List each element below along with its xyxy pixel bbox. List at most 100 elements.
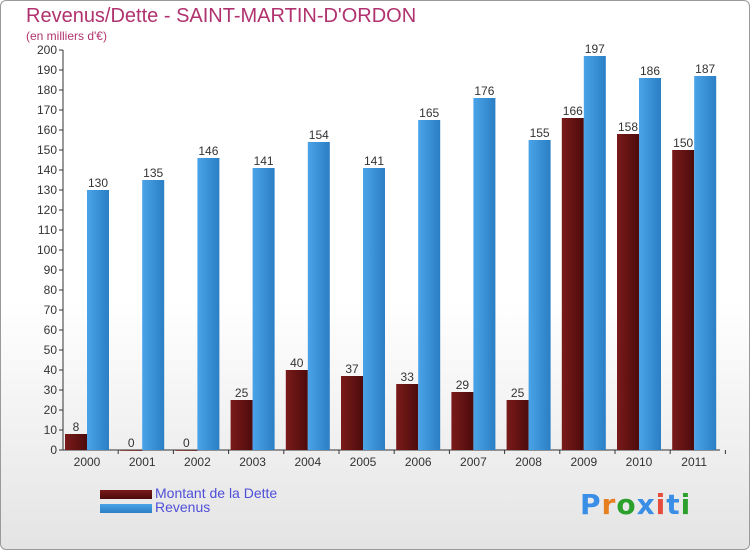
bar-revenus-2008: [528, 140, 551, 450]
logo-letter: r: [601, 488, 617, 521]
value-label-dette: 158: [618, 120, 638, 134]
legend-swatch-dette: [100, 490, 152, 499]
value-label-revenus: 176: [474, 84, 494, 98]
value-label-dette: 0: [128, 436, 135, 450]
logo-letter: t: [666, 488, 681, 521]
legend-label-dette: Montant de la Dette: [155, 485, 278, 501]
value-label-dette: 33: [401, 370, 415, 384]
value-label-revenus: 186: [640, 64, 660, 78]
y-tick-label: 20: [44, 403, 58, 417]
value-label-dette: 25: [235, 386, 249, 400]
value-label-revenus: 146: [198, 144, 218, 158]
x-axis: 2000 2001 2002 2003 2004 2005 2006 2007 2008 2009…: [63, 449, 726, 469]
value-label-revenus: 130: [88, 176, 108, 190]
value-label-revenus: 154: [309, 128, 329, 142]
value-label-revenus: 135: [143, 166, 163, 180]
y-tick-label: 60: [44, 323, 58, 337]
x-tick-label: 2007: [460, 455, 487, 469]
y-tick-label: 80: [44, 283, 58, 297]
logo-letter: i: [655, 488, 667, 521]
logo-letter: x: [636, 488, 656, 521]
logo-letter: o: [616, 488, 637, 521]
y-tick-label: 180: [37, 83, 57, 97]
bar-revenus-2011: [694, 76, 717, 450]
value-labels: 8 130 0 135 0 146 25 141 40 154 37 141 33 165 29 176 25 1…: [73, 42, 716, 450]
value-label-dette: 150: [673, 136, 693, 150]
bar-revenus-2002: [197, 158, 220, 450]
chart-subtitle: (en milliers d'€): [26, 29, 107, 43]
legend-swatch-revenus: [100, 504, 152, 513]
bar-dette-2003: [230, 400, 253, 450]
bar-dette-2000: [65, 434, 87, 450]
y-tick-label: 50: [44, 343, 58, 357]
bar-revenus-2001: [142, 180, 165, 450]
x-tick-label: 2008: [515, 455, 542, 469]
bar-dette-2005: [341, 376, 363, 450]
bar-revenus-2004: [307, 142, 330, 450]
x-tick-label: 2000: [74, 455, 101, 469]
y-tick-label: 90: [44, 263, 58, 277]
logo-letter: i: [680, 488, 692, 521]
y-tick-label: 160: [37, 123, 57, 137]
y-tick-label: 30: [44, 383, 58, 397]
proxiti-logo: Proxiti: [580, 488, 691, 521]
x-tick-label: 2002: [184, 455, 211, 469]
bar-revenus-2003: [252, 168, 275, 450]
value-label-dette: 40: [290, 356, 304, 370]
value-label-revenus: 141: [254, 154, 274, 168]
y-tick-label: 100: [37, 243, 57, 257]
x-tick-label: 2010: [626, 455, 653, 469]
bar-revenus-2007: [473, 98, 496, 450]
y-axis: 0 10 20 30 40 50 60 70 80 90 100 110 120 130 140 150 160…: [37, 43, 64, 457]
value-label-dette: 8: [73, 420, 80, 434]
y-tick-label: 40: [44, 363, 58, 377]
bar-dette-2007: [451, 392, 474, 450]
x-tick-label: 2003: [239, 455, 266, 469]
value-label-revenus: 187: [695, 62, 715, 76]
x-tick-label: 2001: [129, 455, 156, 469]
y-tick-label: 110: [38, 223, 57, 237]
x-tick-label: 2004: [294, 455, 321, 469]
bar-dette-2002: [175, 450, 198, 451]
value-label-dette: 0: [183, 436, 190, 450]
bar-dette-2010: [617, 134, 639, 450]
y-tick-label: 70: [44, 303, 58, 317]
value-label-dette: 37: [345, 362, 359, 376]
y-tick-label: 170: [37, 103, 57, 117]
bar-revenus-2010: [639, 78, 661, 450]
value-label-revenus: 141: [364, 154, 384, 168]
value-label-dette: 166: [563, 104, 583, 118]
y-tick-label: 140: [37, 163, 57, 177]
bar-revenus-2006: [418, 120, 441, 450]
bar-revenus-2005: [363, 168, 385, 450]
value-label-revenus: 165: [419, 106, 439, 120]
legend-label-revenus: Revenus: [155, 499, 211, 515]
value-label-revenus: 197: [585, 42, 605, 56]
value-label-dette: 25: [511, 386, 525, 400]
y-tick-label: 190: [37, 63, 57, 77]
chart-title: Revenus/Dette - SAINT-MARTIN-D'ORDON: [26, 5, 417, 27]
bar-revenus-2000: [87, 190, 109, 450]
bar-dette-2008: [506, 400, 529, 450]
bar-dette-2004: [285, 370, 308, 450]
bar-revenus-2009: [583, 56, 606, 450]
y-tick-label: 0: [50, 443, 57, 457]
value-label-revenus: 155: [530, 126, 550, 140]
x-tick-label: 2006: [405, 455, 432, 469]
y-tick-label: 120: [37, 203, 57, 217]
x-tick-label: 2005: [350, 455, 377, 469]
bar-dette-2006: [396, 384, 419, 450]
logo-letter: P: [580, 488, 602, 521]
x-tick-label: 2009: [570, 455, 597, 469]
y-tick-label: 200: [37, 43, 57, 57]
value-label-dette: 29: [456, 378, 470, 392]
y-tick-label: 130: [37, 183, 57, 197]
y-tick-label: 150: [37, 143, 57, 157]
bar-dette-2011: [672, 150, 695, 450]
y-tick-label: 10: [44, 423, 58, 437]
bar-dette-2001: [120, 450, 143, 451]
x-tick-label: 2011: [681, 455, 707, 469]
bars: [65, 56, 717, 451]
bar-dette-2009: [561, 118, 584, 450]
